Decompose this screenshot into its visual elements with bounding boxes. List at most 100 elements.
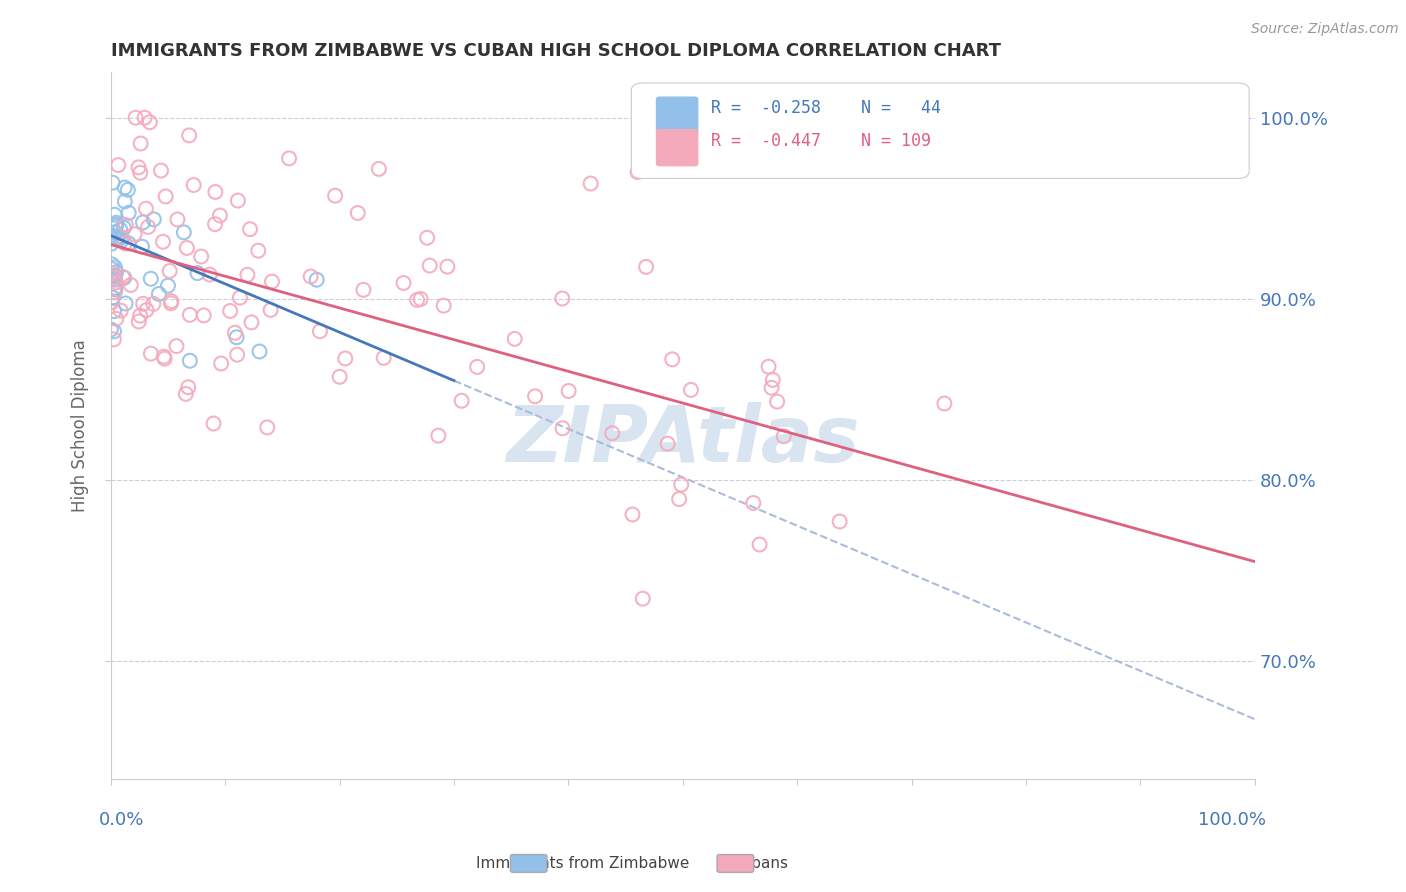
Point (110, 234, 132, 248)
Point (409, 292, 432, 306)
Point (103, 225, 125, 239)
Point (103, 268, 125, 283)
Point (100, 236, 122, 251)
Point (104, 219, 127, 234)
Point (148, 287, 170, 301)
Point (256, 420, 278, 434)
Point (107, 231, 129, 245)
Point (131, 240, 153, 254)
Point (208, 209, 231, 223)
Point (124, 227, 146, 242)
Point (156, 278, 179, 293)
Point (176, 241, 198, 255)
Point (249, 344, 271, 359)
Point (450, 393, 472, 408)
Point (111, 230, 134, 244)
Point (160, 296, 183, 310)
Point (226, 348, 249, 362)
Point (114, 296, 136, 310)
Point (229, 291, 252, 305)
Point (105, 311, 128, 326)
Point (183, 178, 205, 192)
Point (209, 357, 232, 371)
Point (160, 294, 183, 309)
Point (239, 222, 262, 236)
Point (166, 212, 188, 227)
Point (198, 268, 221, 282)
Point (165, 339, 187, 353)
Text: Immigrants from Zimbabwe: Immigrants from Zimbabwe (475, 856, 689, 871)
Point (142, 297, 165, 311)
Text: IMMIGRANTS FROM ZIMBABWE VS CUBAN HIGH SCHOOL DIPLOMA CORRELATION CHART: IMMIGRANTS FROM ZIMBABWE VS CUBAN HIGH S… (111, 42, 1001, 60)
Point (142, 212, 165, 227)
Point (132, 297, 155, 311)
Point (436, 260, 458, 274)
Point (103, 208, 125, 222)
Point (139, 115, 162, 129)
Point (329, 369, 352, 384)
Point (742, 496, 765, 510)
Point (159, 264, 181, 278)
Point (323, 188, 346, 202)
Point (117, 236, 139, 251)
Point (305, 273, 328, 287)
Point (105, 230, 128, 244)
Point (416, 231, 439, 245)
Point (406, 293, 429, 307)
Point (104, 273, 127, 287)
Point (152, 235, 174, 249)
Point (600, 426, 623, 441)
Point (631, 591, 654, 606)
Point (626, 165, 648, 179)
FancyBboxPatch shape (657, 129, 697, 166)
Point (657, 436, 679, 450)
Point (524, 389, 547, 403)
Point (101, 176, 124, 190)
Point (190, 250, 212, 264)
Point (179, 353, 201, 368)
Point (112, 270, 135, 285)
Point (465, 359, 488, 374)
Point (828, 515, 851, 529)
Point (105, 276, 128, 290)
Point (934, 396, 956, 410)
Point (152, 350, 174, 364)
Point (679, 383, 702, 397)
Point (103, 304, 125, 318)
Point (139, 272, 162, 286)
FancyBboxPatch shape (657, 97, 697, 133)
Point (551, 292, 574, 306)
Point (100, 322, 122, 336)
Point (132, 215, 155, 229)
Text: Cubans: Cubans (731, 856, 789, 871)
Point (103, 324, 125, 338)
Point (174, 387, 197, 401)
Point (373, 351, 395, 365)
Point (236, 268, 259, 282)
Point (111, 270, 134, 285)
Point (117, 183, 139, 197)
Text: 0.0%: 0.0% (100, 811, 145, 829)
Point (419, 259, 441, 273)
Point (761, 381, 783, 395)
Point (173, 226, 195, 240)
Point (179, 128, 201, 143)
Point (503, 332, 526, 346)
Point (177, 380, 200, 394)
Point (225, 330, 247, 344)
Point (124, 111, 146, 125)
Point (128, 161, 150, 175)
Y-axis label: High School Diploma: High School Diploma (72, 339, 89, 512)
Point (150, 163, 173, 178)
Point (114, 180, 136, 194)
Point (671, 477, 693, 491)
Point (346, 206, 368, 220)
Point (104, 283, 127, 297)
Point (668, 491, 690, 506)
Point (278, 152, 301, 166)
Point (104, 260, 127, 275)
Point (120, 277, 142, 292)
Point (101, 257, 124, 271)
Point (636, 260, 658, 274)
Point (758, 359, 780, 374)
